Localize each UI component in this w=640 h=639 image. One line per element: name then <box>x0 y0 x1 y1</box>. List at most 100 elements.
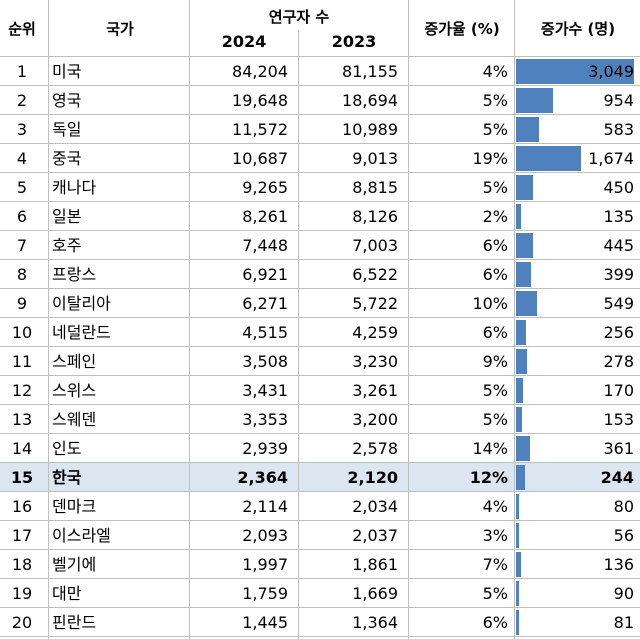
column-divider <box>514 0 515 639</box>
increase-cell: 361 <box>603 439 634 458</box>
increase-bar <box>516 436 530 461</box>
increase-bar <box>516 552 522 577</box>
header-country: 국가 <box>106 20 134 38</box>
increase-cell: 80 <box>613 497 634 516</box>
rank-cell: 7 <box>16 236 28 255</box>
header-rank: 순위 <box>8 20 36 38</box>
increase-bar <box>516 349 527 374</box>
rate-cell: 5% <box>482 178 508 197</box>
value-2024-cell: 6,271 <box>242 294 288 313</box>
value-2024-cell: 1,759 <box>242 584 288 603</box>
table-row: 14 인도 2,939 2,578 14% 361 <box>0 433 640 463</box>
country-cell: 미국 <box>52 62 82 81</box>
value-2024-cell: 3,431 <box>242 381 288 400</box>
value-2024-cell: 1,997 <box>242 555 288 574</box>
table-row: 9 이탈리아 6,271 5,722 10% 549 <box>0 288 640 318</box>
value-2024-cell: 3,508 <box>242 352 288 371</box>
header-researchers: 연구자 수 <box>268 8 330 26</box>
country-cell: 이탈리아 <box>52 294 111 313</box>
value-2024-cell: 7,448 <box>242 236 288 255</box>
increase-bar <box>516 233 534 258</box>
value-2023-cell: 8,815 <box>352 178 398 197</box>
value-2023-cell: 6,522 <box>352 265 398 284</box>
column-divider <box>48 0 49 639</box>
increase-cell: 256 <box>603 323 634 342</box>
increase-bar <box>516 581 520 606</box>
value-2023-cell: 1,861 <box>352 555 398 574</box>
rank-cell: 16 <box>11 497 33 516</box>
rate-cell: 6% <box>482 323 508 342</box>
increase-cell: 153 <box>603 410 634 429</box>
value-2023-cell: 18,694 <box>342 91 398 110</box>
rate-cell: 5% <box>482 91 508 110</box>
country-cell: 호주 <box>52 236 82 255</box>
rank-cell: 8 <box>16 265 28 284</box>
table-row: 16 덴마크 2,114 2,034 4% 80 <box>0 491 640 521</box>
value-2023-cell: 2,578 <box>352 439 398 458</box>
rate-cell: 6% <box>482 236 508 255</box>
country-cell: 덴마크 <box>52 497 97 516</box>
increase-cell: 244 <box>600 468 634 487</box>
rate-cell: 5% <box>482 120 508 139</box>
value-2023-cell: 1,364 <box>352 613 398 632</box>
table-row: 12 스위스 3,431 3,261 5% 170 <box>0 375 640 405</box>
rank-cell: 6 <box>16 207 28 226</box>
increase-bar <box>516 494 520 519</box>
country-cell: 한국 <box>52 468 82 487</box>
rank-cell: 9 <box>16 294 28 313</box>
increase-cell: 1,674 <box>588 149 634 168</box>
country-cell: 중국 <box>52 149 82 168</box>
rank-cell: 3 <box>16 120 28 139</box>
increase-bar <box>516 59 634 84</box>
table-row: 11 스페인 3,508 3,230 9% 278 <box>0 346 640 376</box>
country-cell: 이스라엘 <box>52 526 111 545</box>
rate-cell: 4% <box>482 62 508 81</box>
column-divider <box>298 30 299 639</box>
rate-cell: 12% <box>469 468 508 487</box>
rank-cell: 13 <box>11 410 33 429</box>
value-2023-cell: 9,013 <box>352 149 398 168</box>
increase-bar <box>516 291 538 316</box>
value-2023-cell: 8,126 <box>352 207 398 226</box>
country-cell: 프랑스 <box>52 265 97 284</box>
rank-cell: 4 <box>16 149 28 168</box>
rank-cell: 18 <box>11 555 33 574</box>
value-2023-cell: 2,034 <box>352 497 398 516</box>
value-2023-cell: 3,261 <box>352 381 398 400</box>
increase-bar <box>516 407 522 432</box>
table-row: 7 호주 7,448 7,003 6% 445 <box>0 230 640 260</box>
table-row: 15 한국 2,364 2,120 12% 244 <box>0 462 640 492</box>
value-2024-cell: 9,265 <box>242 178 288 197</box>
increase-bar <box>516 146 581 171</box>
increase-bar <box>516 175 534 200</box>
rank-cell: 19 <box>11 584 33 603</box>
rank-cell: 2 <box>16 91 28 110</box>
value-2024-cell: 11,572 <box>232 120 288 139</box>
value-2024-cell: 19,648 <box>232 91 288 110</box>
rate-cell: 14% <box>472 439 508 458</box>
country-cell: 핀란드 <box>52 613 97 632</box>
increase-bar <box>516 610 520 635</box>
value-2023-cell: 2,120 <box>347 468 398 487</box>
increase-cell: 549 <box>603 294 634 313</box>
country-cell: 벨기에 <box>52 555 97 574</box>
value-2023-cell: 7,003 <box>352 236 398 255</box>
table-row: 13 스웨덴 3,353 3,200 5% 153 <box>0 404 640 434</box>
rank-cell: 11 <box>11 352 33 371</box>
rank-cell: 12 <box>11 381 33 400</box>
country-cell: 캐나다 <box>52 178 97 197</box>
value-2024-cell: 2,093 <box>242 526 288 545</box>
increase-cell: 278 <box>603 352 634 371</box>
increase-bar <box>516 117 539 142</box>
table-row: 4 중국 10,687 9,013 19% 1,674 <box>0 143 640 173</box>
value-2023-cell: 2,037 <box>352 526 398 545</box>
table-row: 18 벨기에 1,997 1,861 7% 136 <box>0 549 640 579</box>
header-rate: 증가율 (%) <box>424 20 500 38</box>
value-2023-cell: 3,200 <box>352 410 398 429</box>
value-2024-cell: 8,261 <box>242 207 288 226</box>
increase-bar <box>516 204 522 229</box>
value-2023-cell: 1,669 <box>352 584 398 603</box>
header-year-2024: 2024 <box>221 32 267 51</box>
increase-cell: 90 <box>613 584 634 603</box>
